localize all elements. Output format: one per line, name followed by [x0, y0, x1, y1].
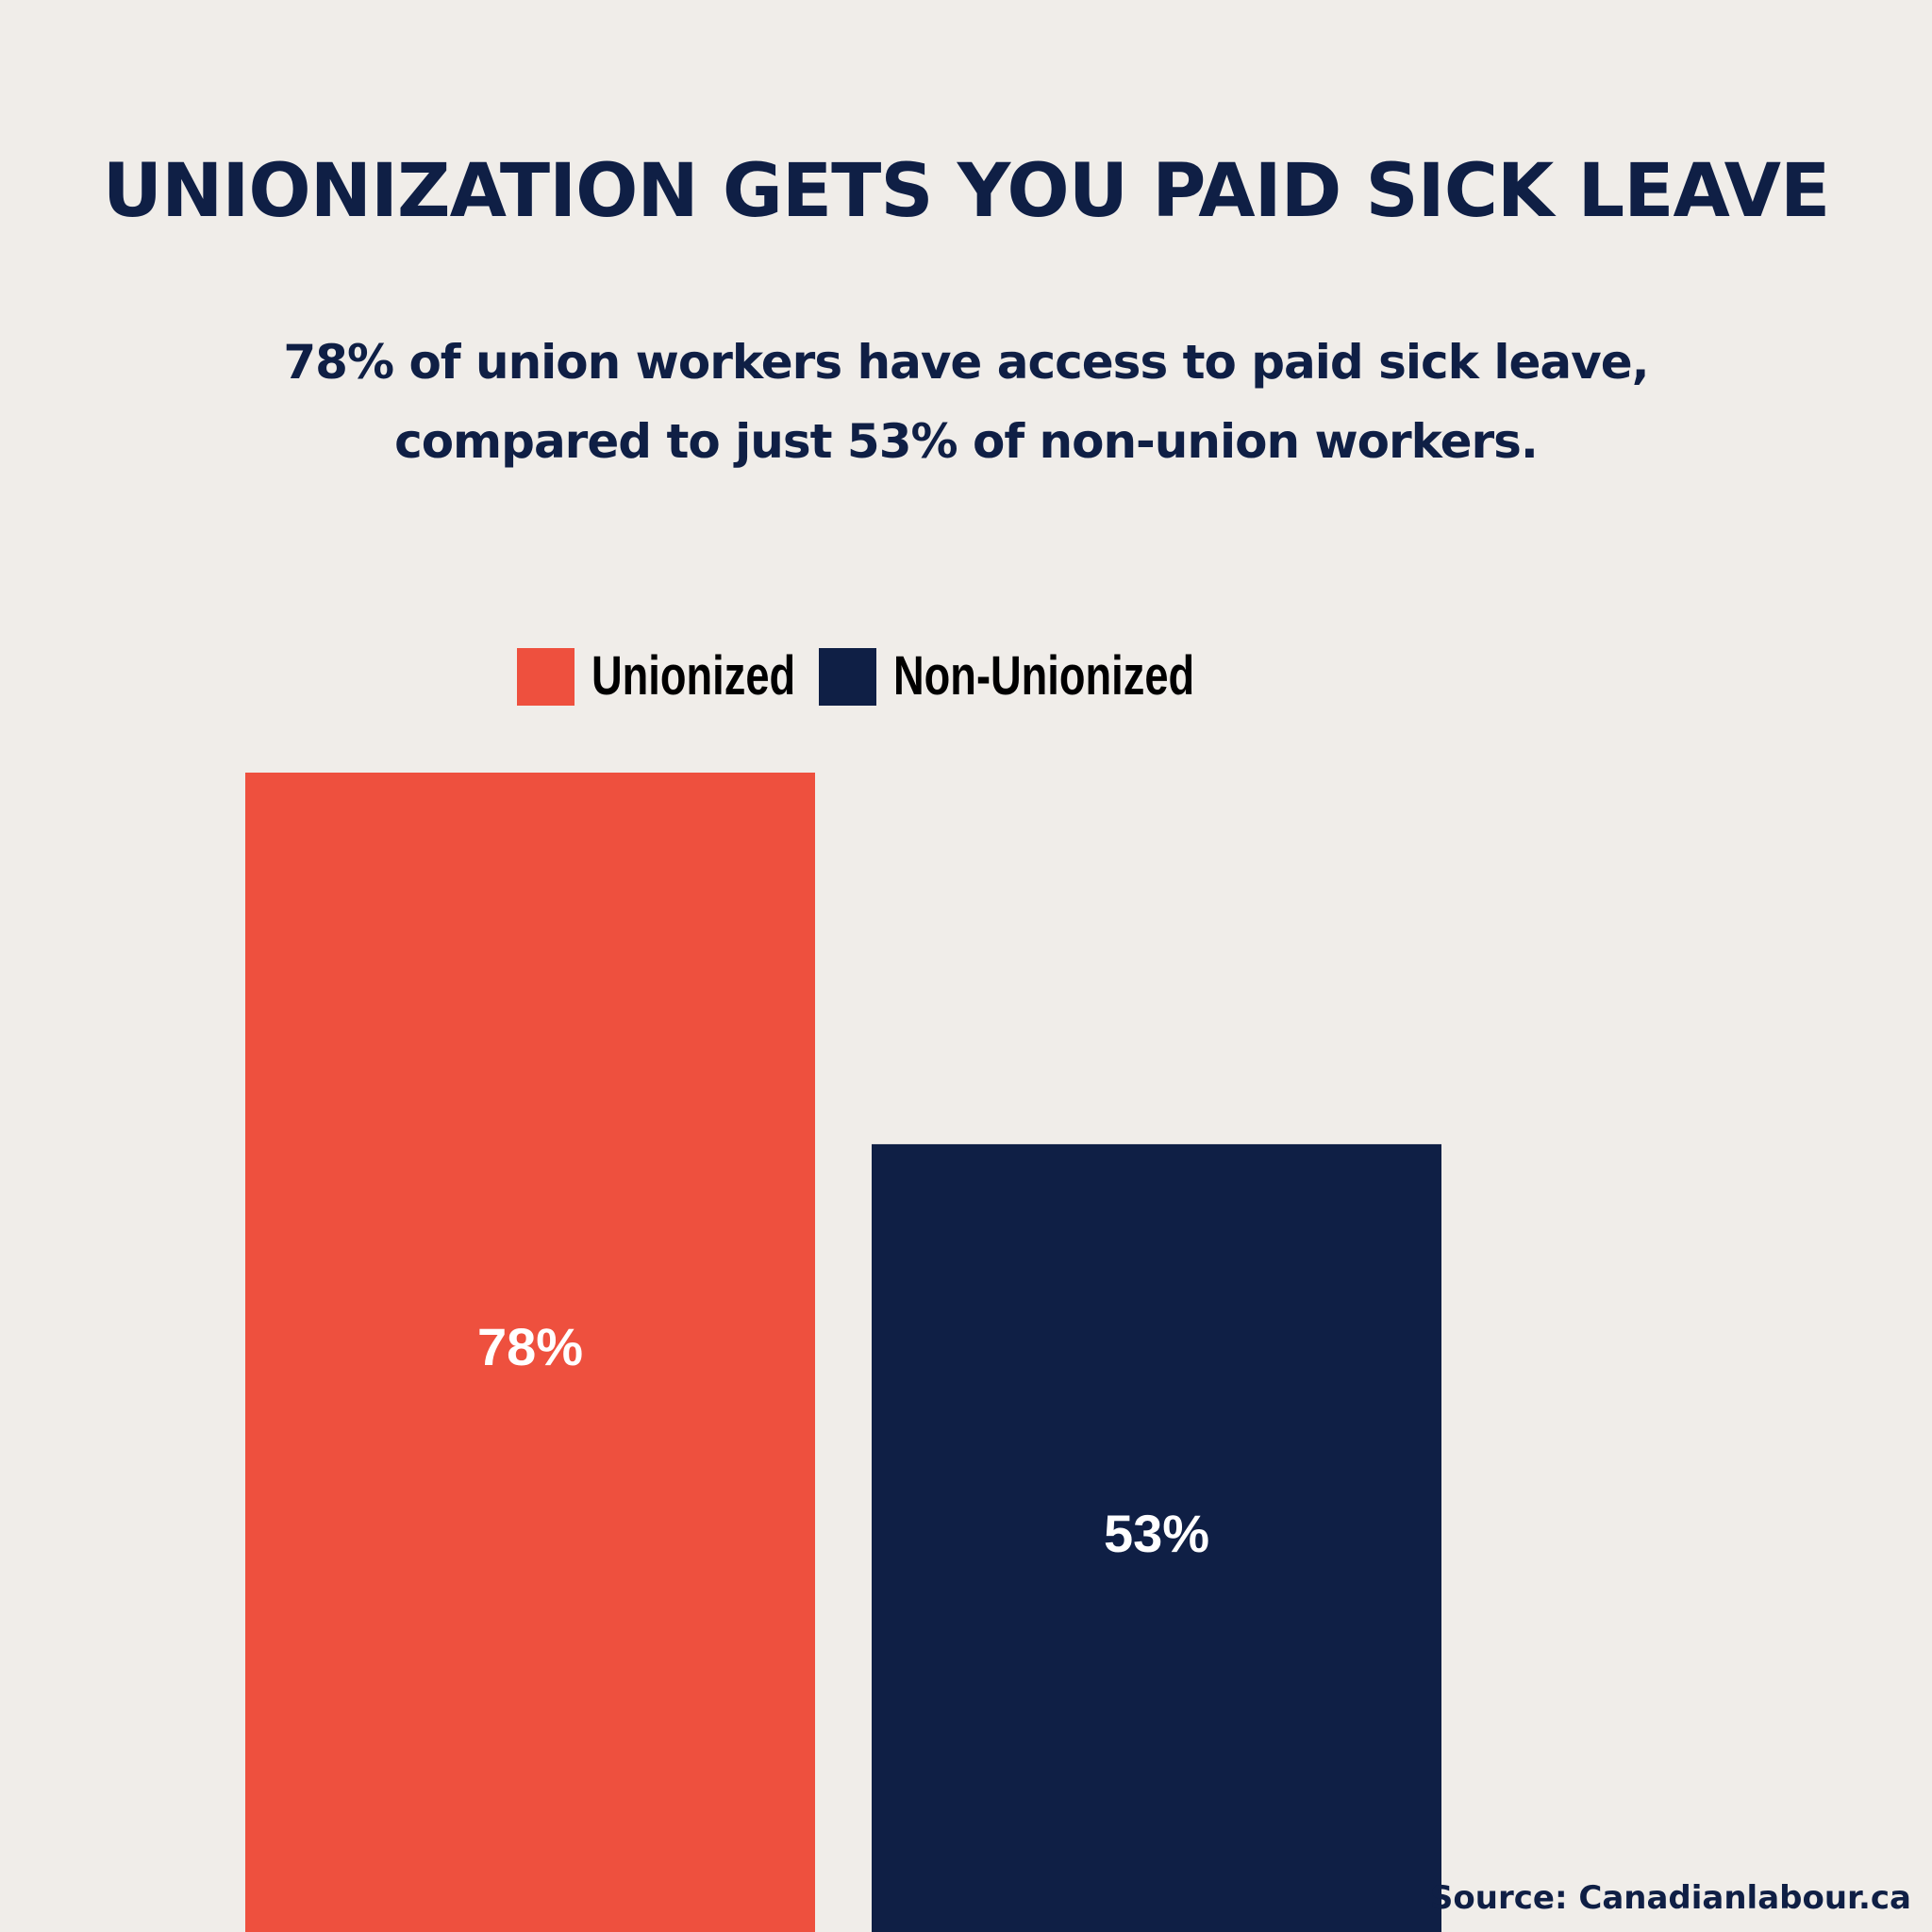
legend-swatch-unionized	[517, 647, 575, 706]
legend-swatch-non-unionized	[819, 647, 876, 706]
legend-label-unionized: Unionized	[591, 645, 796, 707]
bar-value-label-unionized: 78%	[477, 1317, 583, 1376]
chart-title: UNIONIZATION GETS YOU PAID SICK LEAVE	[102, 149, 1830, 234]
bar-unionized	[245, 773, 815, 1932]
chart-subtitle-line-1: 78% of union workers have access to paid…	[283, 335, 1649, 390]
legend-item-unionized: Unionized	[517, 647, 853, 706]
bar-non-unionized	[872, 1143, 1441, 1932]
bar-value-label-non-unionized: 53%	[1104, 1504, 1209, 1563]
chart-subtitle-line-2: compared to just 53% of non-union worker…	[394, 414, 1539, 469]
legend-item-non-unionized: Non-Unionized	[819, 647, 1279, 706]
source-note: Source: Canadianlabour.ca	[1429, 1879, 1911, 1917]
legend-label-non-unionized: Non-Unionized	[893, 645, 1195, 707]
